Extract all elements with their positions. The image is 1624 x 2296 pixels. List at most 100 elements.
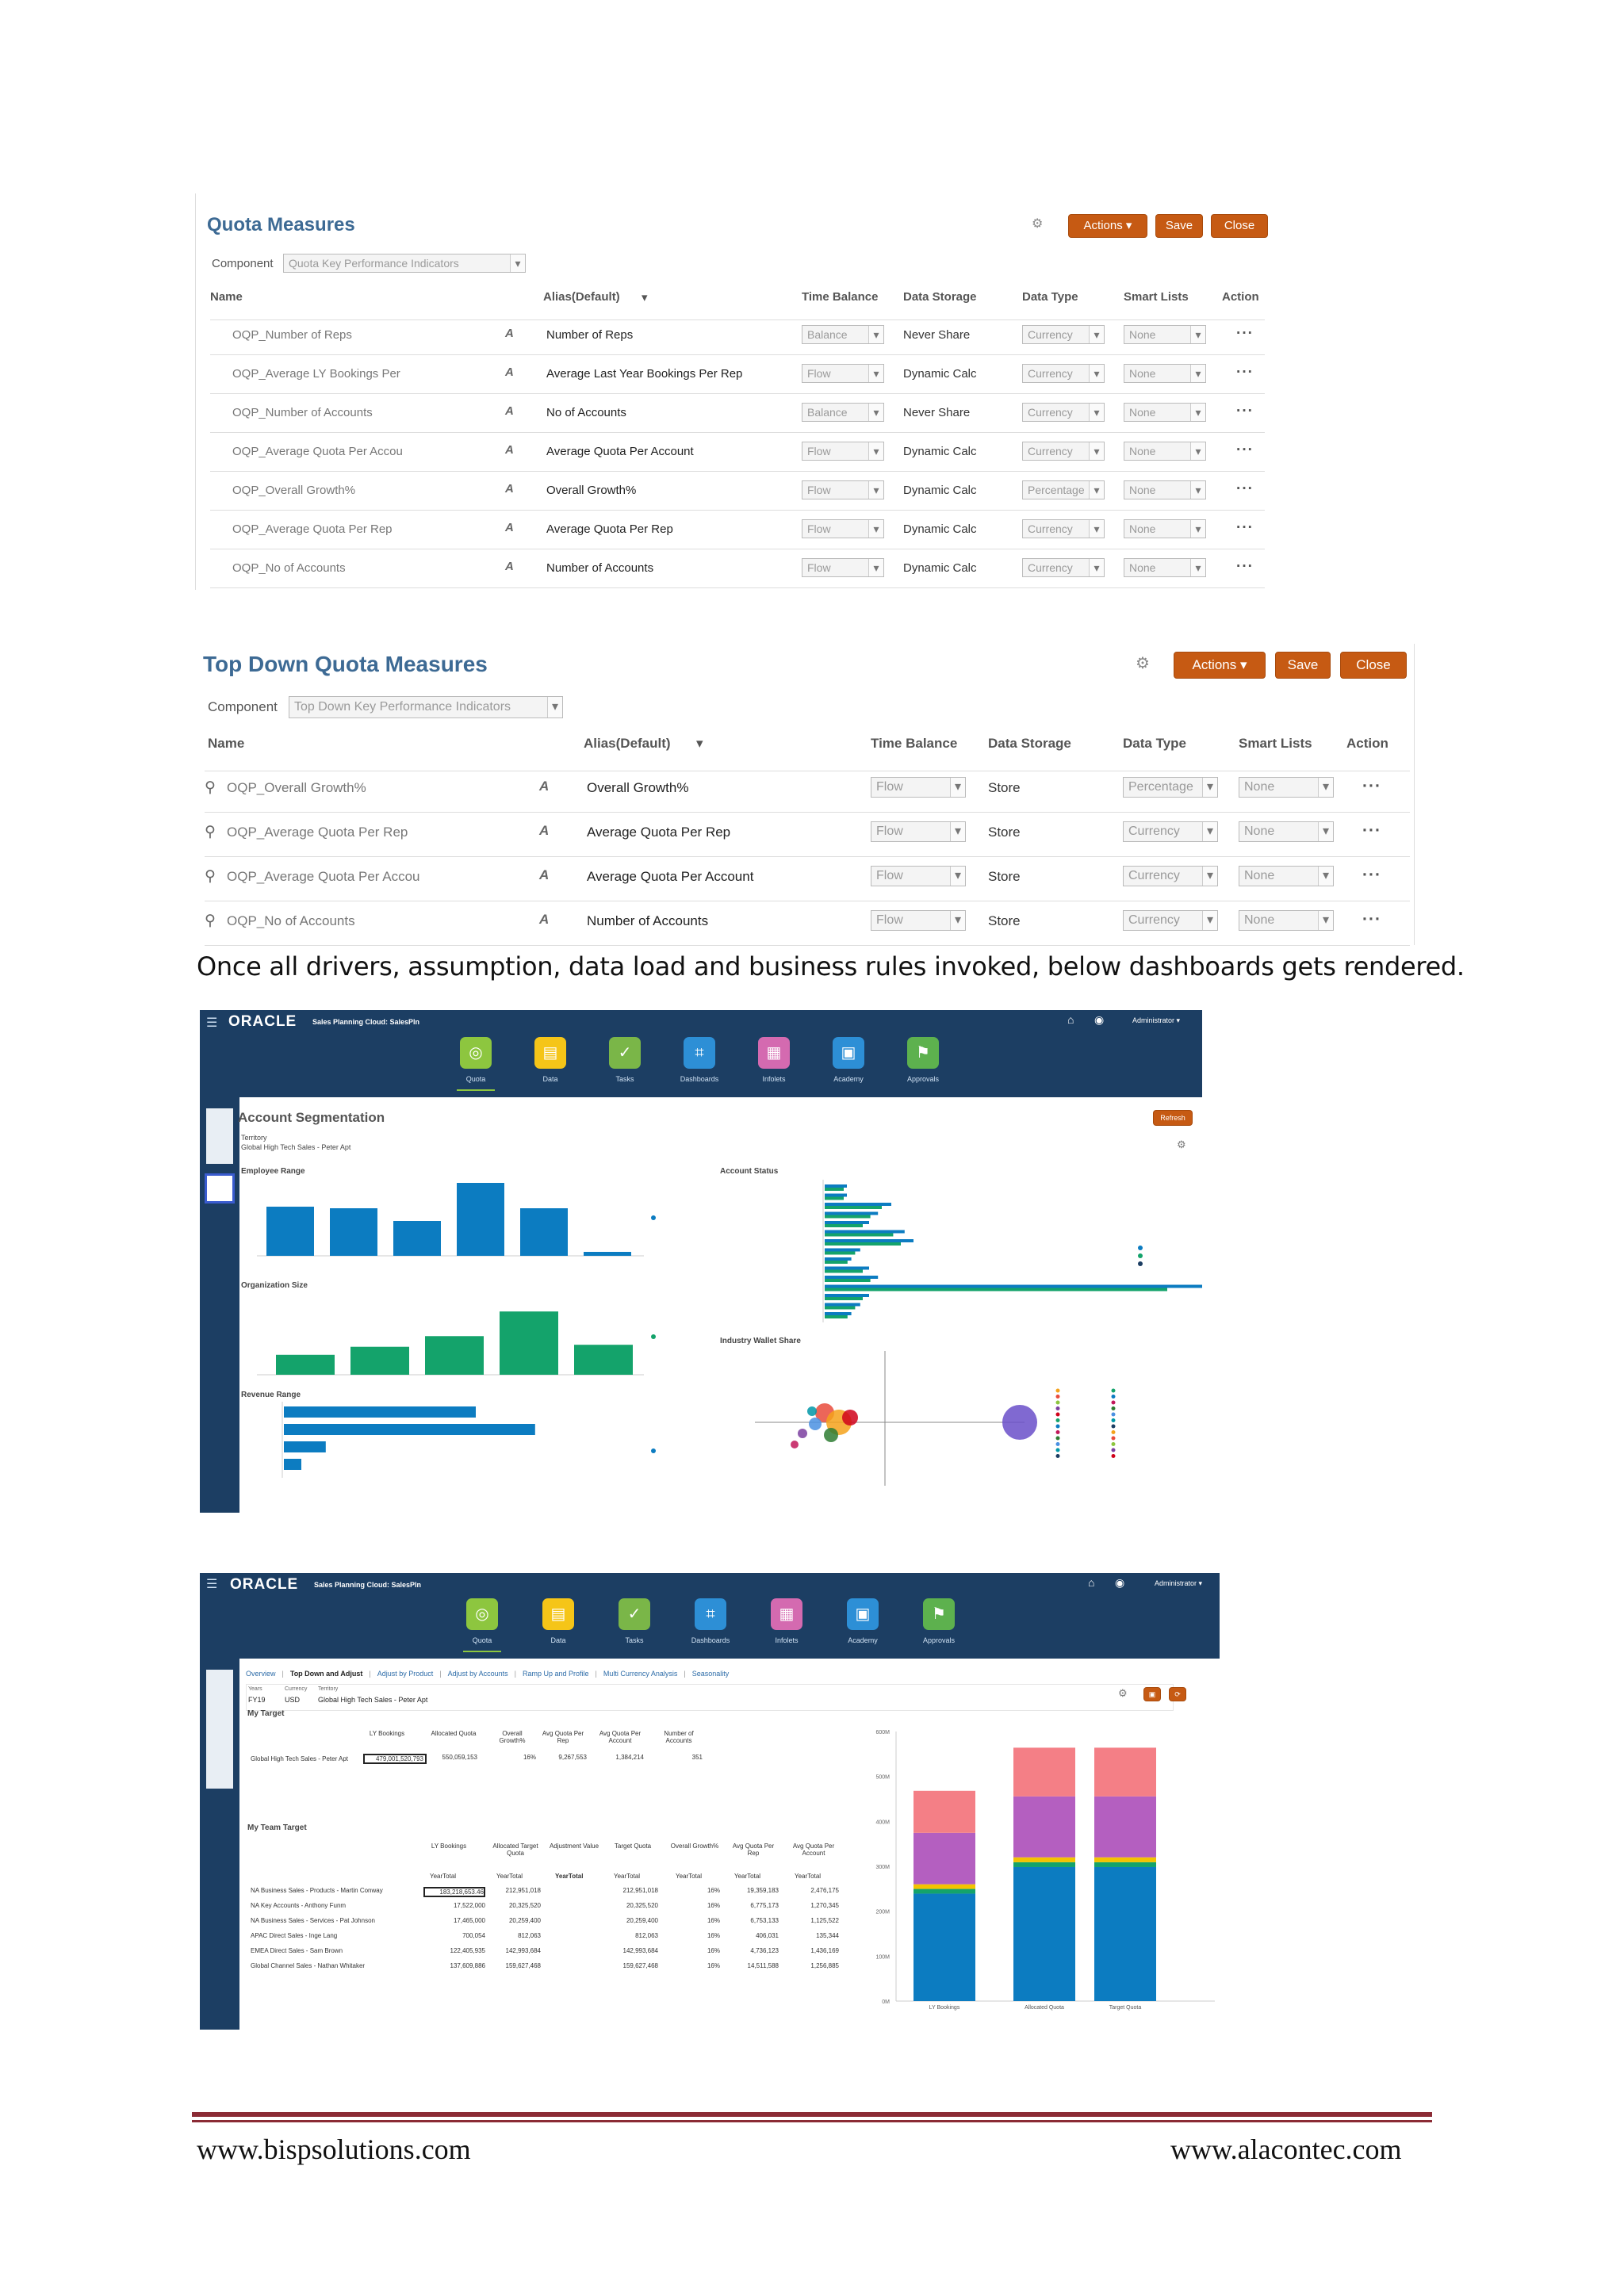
time-balance-select[interactable]: Flow <box>871 821 966 842</box>
alias-value[interactable]: Average Quota Per Rep <box>587 825 731 840</box>
team-cell[interactable]: 137,609,886 <box>450 1962 486 1969</box>
account-status-bar[interactable] <box>825 1221 869 1224</box>
nav-academy-icon[interactable]: ▣ <box>847 1598 879 1630</box>
data-type-select[interactable]: Currency <box>1022 364 1105 383</box>
nav-dashboards-label[interactable]: Dashboards <box>691 1636 730 1644</box>
actions-button[interactable]: Actions ▾ <box>1174 652 1266 679</box>
home-icon[interactable]: ⌂ <box>1088 1576 1095 1589</box>
target-cell[interactable]: 9,267,553 <box>558 1754 587 1761</box>
time-balance-select[interactable]: Flow <box>871 777 966 798</box>
alias-edit-icon[interactable]: A <box>505 443 514 457</box>
revenue-range-bar[interactable] <box>284 1424 535 1435</box>
time-balance-select[interactable]: Balance <box>802 325 884 344</box>
team-cell[interactable]: 16% <box>707 1947 720 1954</box>
team-cell[interactable]: 20,259,400 <box>508 1917 541 1924</box>
account-status-bar[interactable] <box>825 1248 860 1252</box>
user-settings-icon[interactable]: ⚙ <box>1136 655 1150 672</box>
account-status-bar[interactable] <box>825 1203 891 1206</box>
alias-edit-icon[interactable]: A <box>539 912 550 927</box>
smart-list-select[interactable]: None <box>1124 519 1206 538</box>
team-cell[interactable]: 1,125,522 <box>810 1917 839 1924</box>
account-status-bar[interactable] <box>825 1233 894 1237</box>
tab-adjust-by-product[interactable]: Adjust by Product <box>377 1670 434 1678</box>
alias-value[interactable]: Overall Growth% <box>546 484 637 497</box>
alias-edit-icon[interactable]: A <box>539 823 550 838</box>
team-cell[interactable]: 135,344 <box>816 1932 839 1939</box>
sort-desc-icon[interactable]: ▾ <box>696 736 703 751</box>
help-icon[interactable]: ◉ <box>1115 1576 1125 1589</box>
tab-overview[interactable]: Overview <box>246 1670 276 1678</box>
revenue-range-bar[interactable] <box>284 1459 301 1470</box>
tab-multi-currency-analysis[interactable]: Multi Currency Analysis <box>603 1670 678 1678</box>
account-status-bar[interactable] <box>825 1312 852 1315</box>
time-balance-select[interactable]: Flow <box>802 364 884 383</box>
account-status-bar[interactable] <box>825 1242 901 1246</box>
target-cell[interactable]: 550,059,153 <box>442 1754 478 1761</box>
nav-quota-icon[interactable]: ◎ <box>460 1037 492 1069</box>
account-status-bar[interactable] <box>825 1239 914 1242</box>
team-cell[interactable]: 16% <box>707 1962 720 1969</box>
alias-value[interactable]: No of Accounts <box>546 406 626 419</box>
nav-quota-icon[interactable]: ◎ <box>466 1598 498 1630</box>
industry-bubble[interactable] <box>798 1429 807 1438</box>
account-status-bar[interactable] <box>825 1284 1202 1288</box>
team-cell[interactable]: 406,031 <box>756 1932 779 1939</box>
employee-range-bar[interactable] <box>584 1252 631 1256</box>
refresh-button[interactable]: Refresh <box>1153 1110 1193 1126</box>
account-status-bar[interactable] <box>825 1211 879 1215</box>
account-status-bar[interactable] <box>825 1279 871 1282</box>
employee-range-bar[interactable] <box>266 1207 314 1256</box>
nav-infolets-label[interactable]: Infolets <box>775 1636 799 1644</box>
smart-list-select[interactable]: None <box>1239 821 1334 842</box>
account-status-bar[interactable] <box>825 1269 863 1273</box>
target-cell[interactable]: 351 <box>691 1754 703 1761</box>
stacked-bar-segment[interactable] <box>1094 1857 1156 1862</box>
sort-desc-icon[interactable]: ▾ <box>642 291 648 304</box>
menu-icon[interactable]: ☰ <box>206 1578 218 1591</box>
data-type-select[interactable]: Currency <box>1022 403 1105 422</box>
smart-list-select[interactable]: None <box>1239 866 1334 886</box>
alias-value[interactable]: Overall Growth% <box>587 780 689 795</box>
time-balance-select[interactable]: Flow <box>802 558 884 577</box>
user-menu[interactable]: Administrator ▾ <box>1132 1016 1181 1024</box>
alias-edit-icon[interactable]: A <box>539 779 550 794</box>
stacked-bar-segment[interactable] <box>1013 1862 1075 1867</box>
stacked-bar-segment[interactable] <box>914 1888 975 1894</box>
alias-value[interactable]: Average Quota Per Account <box>546 445 694 458</box>
member-name[interactable]: OQP_Average LY Bookings Per <box>232 367 400 381</box>
stacked-bar-segment[interactable] <box>1094 1747 1156 1797</box>
user-menu[interactable]: Administrator ▾ <box>1155 1579 1203 1587</box>
team-cell[interactable]: 6,753,133 <box>750 1917 779 1924</box>
alias-edit-icon[interactable]: A <box>505 482 514 496</box>
settings-icon[interactable]: ⚙ <box>1177 1138 1186 1150</box>
refresh-data-button[interactable]: ⟳ <box>1169 1687 1186 1701</box>
team-cell[interactable]: 183,218,653.46 <box>423 1887 485 1897</box>
data-type-select[interactable]: Percentage <box>1022 480 1105 499</box>
pov-value[interactable]: USD <box>285 1696 301 1704</box>
industry-bubble[interactable] <box>807 1406 817 1416</box>
nav-data-label[interactable]: Data <box>550 1636 566 1644</box>
team-cell[interactable]: 122,405,935 <box>450 1947 486 1954</box>
nav-infolets-icon[interactable]: ▦ <box>771 1598 802 1630</box>
team-cell[interactable]: 19,359,183 <box>746 1887 779 1894</box>
data-type-select[interactable]: Currency <box>1123 866 1218 886</box>
tab-top-down-and-adjust[interactable]: Top Down and Adjust <box>289 1670 363 1678</box>
employee-range-bar[interactable] <box>330 1208 377 1256</box>
team-cell[interactable]: 2,476,175 <box>810 1887 839 1894</box>
nav-dashboards-label[interactable]: Dashboards <box>680 1075 719 1083</box>
nav-academy-label[interactable]: Academy <box>848 1636 878 1644</box>
member-name[interactable]: OQP_Average Quota Per Accou <box>232 445 403 458</box>
nav-dashboards-icon[interactable]: ⌗ <box>695 1598 726 1630</box>
nav-academy-label[interactable]: Academy <box>833 1075 864 1083</box>
stacked-bar-segment[interactable] <box>1013 1747 1075 1797</box>
industry-bubble[interactable] <box>809 1418 822 1430</box>
row-actions-icon[interactable]: ··· <box>1236 364 1254 381</box>
data-type-select[interactable]: Currency <box>1022 325 1105 344</box>
data-type-select[interactable]: Currency <box>1123 821 1218 842</box>
sidebar-active-icon[interactable] <box>205 1173 235 1203</box>
organization-size-bar[interactable] <box>574 1345 633 1375</box>
nav-infolets-label[interactable]: Infolets <box>762 1075 786 1083</box>
member-name[interactable]: OQP_Average Quota Per Rep <box>232 522 393 536</box>
save-button[interactable]: Save <box>1275 652 1331 679</box>
tab-seasonality[interactable]: Seasonality <box>691 1670 730 1678</box>
